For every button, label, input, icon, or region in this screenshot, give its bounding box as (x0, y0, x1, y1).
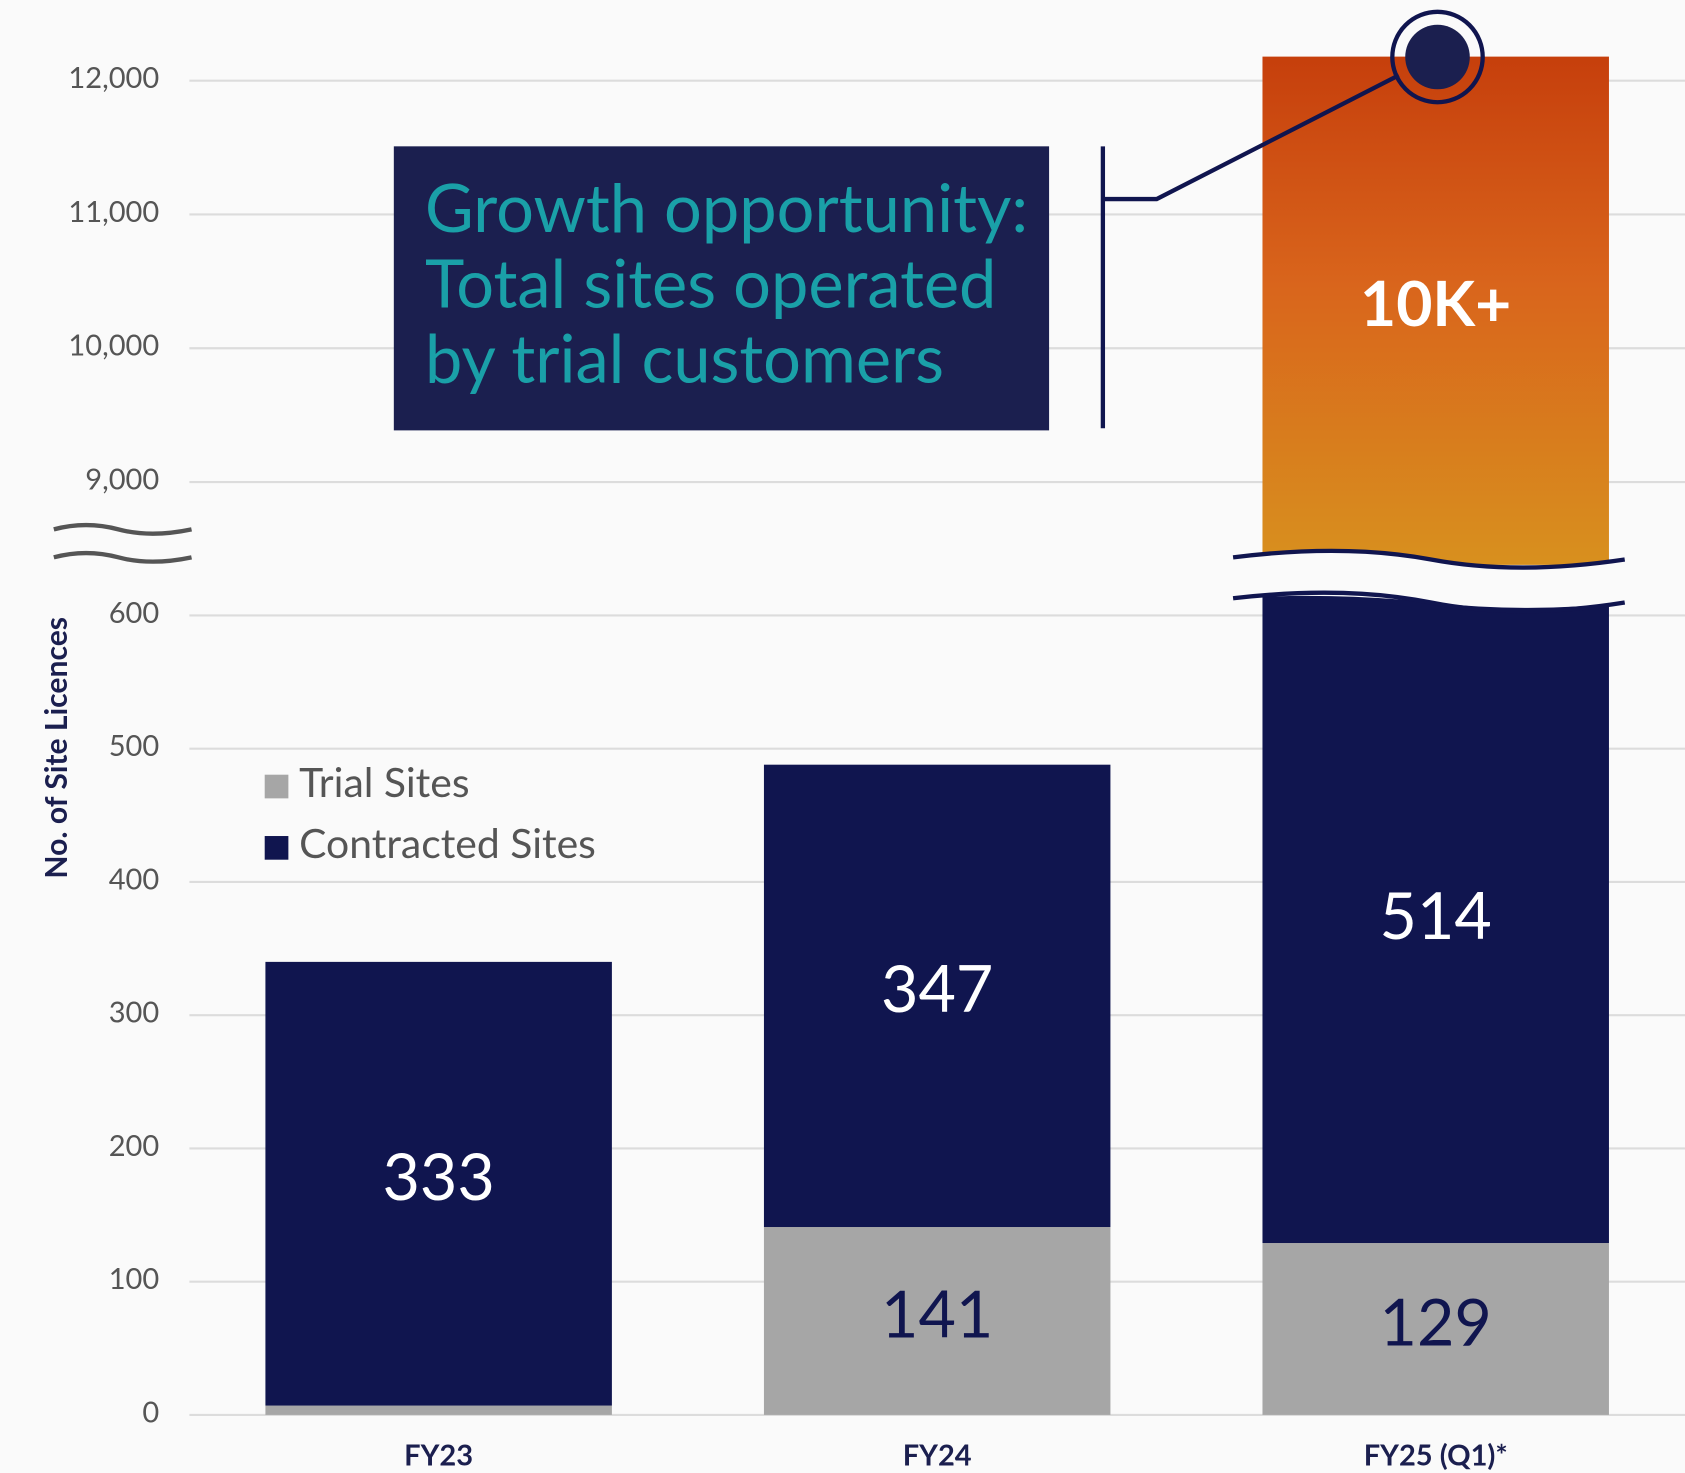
legend-label: Trial Sites (299, 757, 469, 806)
y-tick-label: 600 (109, 595, 160, 630)
y-tick-label: 0 (142, 1394, 159, 1429)
value-label: 347 (881, 948, 993, 1026)
connector (1100, 73, 1400, 429)
y-tick-label: 9,000 (85, 461, 159, 496)
value-label: 129 (1380, 1281, 1492, 1359)
highlight-label: 10K+ (1360, 265, 1511, 340)
annotation-text: Growth opportunity: (425, 167, 1028, 247)
x-tick-label: FY23 (404, 1437, 473, 1472)
y-tick-label: 11,000 (68, 194, 159, 229)
annotation-text: Total sites operated (425, 242, 996, 322)
bar-segment (763, 1227, 1111, 1415)
bar-segment (265, 961, 612, 1406)
y-tick-label: 10,000 (68, 328, 159, 363)
bar-segment (1262, 589, 1609, 1244)
y-tick-label: 200 (109, 1128, 160, 1163)
x-tick-label: FY24 (903, 1437, 972, 1472)
y-tick-label: 12,000 (68, 60, 159, 95)
bar-segment (763, 764, 1111, 1228)
bar-segment (1262, 1243, 1609, 1415)
bar-break-line (1232, 548, 1626, 614)
annotation-box (393, 146, 1050, 431)
y-tick-label: 100 (109, 1261, 160, 1296)
x-tick-label: FY25 (Q1)* (1364, 1437, 1508, 1472)
y-tick-label: 300 (109, 995, 160, 1030)
y-tick-label: 500 (109, 728, 160, 763)
pointer-ring (1390, 9, 1485, 105)
axis-break (53, 522, 192, 564)
y-axis-label: No. of Site Licences (38, 617, 74, 879)
legend-swatch (264, 774, 289, 799)
legend-swatch (264, 836, 289, 860)
annotation-text: by trial customers (425, 318, 944, 398)
value-label: 141 (881, 1273, 993, 1351)
pointer-dot (1405, 24, 1470, 90)
value-label: 514 (1380, 875, 1492, 953)
highlight-bar (1262, 56, 1609, 565)
y-tick-label: 400 (109, 861, 160, 896)
legend-label: Contracted Sites (299, 818, 596, 867)
bar-segment (265, 1405, 612, 1415)
value-label: 333 (382, 1136, 494, 1214)
